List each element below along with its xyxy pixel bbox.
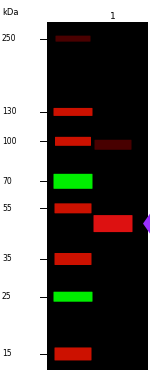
Text: kDa: kDa xyxy=(2,7,18,16)
FancyBboxPatch shape xyxy=(54,253,92,265)
FancyBboxPatch shape xyxy=(54,203,92,213)
Text: 130: 130 xyxy=(2,107,16,116)
FancyBboxPatch shape xyxy=(94,140,132,150)
Bar xyxy=(47,22,148,370)
FancyBboxPatch shape xyxy=(54,347,92,361)
FancyBboxPatch shape xyxy=(54,292,93,302)
FancyBboxPatch shape xyxy=(55,137,91,146)
Text: 15: 15 xyxy=(2,349,12,358)
Text: 100: 100 xyxy=(2,137,16,146)
Text: 250: 250 xyxy=(2,34,16,43)
Text: 1: 1 xyxy=(110,12,116,21)
Polygon shape xyxy=(143,214,150,234)
FancyBboxPatch shape xyxy=(54,108,93,116)
Text: 70: 70 xyxy=(2,177,12,186)
FancyBboxPatch shape xyxy=(56,36,90,42)
Text: 25: 25 xyxy=(2,292,12,301)
Text: 55: 55 xyxy=(2,204,12,213)
FancyBboxPatch shape xyxy=(54,174,93,189)
Text: 35: 35 xyxy=(2,254,12,264)
FancyBboxPatch shape xyxy=(93,215,132,232)
